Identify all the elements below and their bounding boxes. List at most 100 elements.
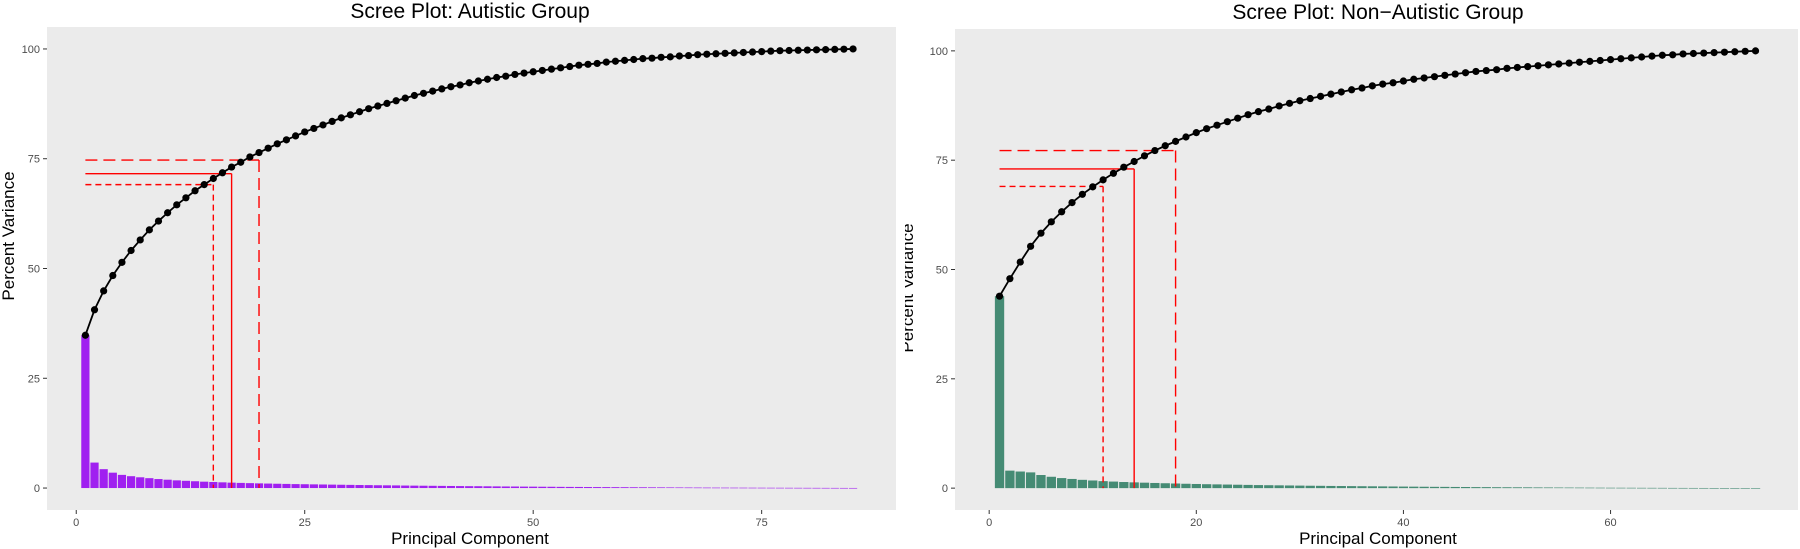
variance-bar	[465, 486, 474, 489]
cumulative-point	[127, 246, 135, 255]
cumulative-point	[1006, 275, 1014, 283]
cumulative-point	[282, 136, 291, 144]
cumulative-point	[1078, 190, 1086, 198]
variance-bar	[410, 485, 419, 489]
cumulative-point	[584, 60, 592, 68]
cumulative-point	[620, 56, 629, 64]
variance-bar	[1564, 487, 1574, 489]
cumulative-point	[90, 306, 99, 314]
y-tick-label: 50	[936, 265, 948, 277]
variance-bar	[794, 487, 803, 489]
scree-plot-non-autistic: Scree Plot: Non−Autistic Group Percent V…	[905, 1, 1798, 548]
cumulative-point	[1586, 57, 1594, 65]
variance-bar	[1523, 487, 1533, 489]
cumulative-point	[109, 271, 117, 280]
variance-bar	[1750, 488, 1761, 489]
variance-bar	[510, 486, 520, 489]
variance-bar	[200, 481, 209, 489]
variance-bar	[1605, 487, 1616, 489]
x-tick-label: 60	[1604, 517, 1616, 529]
variance-bar	[126, 476, 136, 489]
cumulative-point	[392, 97, 400, 105]
cumulative-point	[1099, 176, 1107, 184]
cumulative-point	[1140, 152, 1149, 160]
variance-bar	[684, 487, 693, 489]
cumulative-point	[1182, 133, 1190, 141]
variance-bar	[172, 480, 181, 489]
variance-bar	[181, 480, 191, 489]
variance-bar	[702, 487, 711, 489]
cumulative-point	[1234, 114, 1242, 122]
chart-title: Scree Plot: Non−Autistic Group	[1232, 1, 1523, 24]
cumulative-point	[1068, 198, 1076, 207]
cumulative-point	[1358, 84, 1366, 92]
variance-bar	[647, 487, 657, 489]
y-axis-label: Percent Variance	[0, 171, 18, 300]
variance-bar	[1491, 487, 1502, 489]
cumulative-point	[1710, 49, 1718, 57]
y-tick-label: 75	[936, 155, 948, 167]
variance-bar	[556, 486, 565, 489]
cumulative-point	[785, 46, 793, 55]
cumulative-point	[730, 49, 738, 57]
cumulative-point	[374, 102, 382, 110]
variance-bar	[1326, 485, 1336, 489]
variance-bar	[1730, 488, 1740, 489]
variance-bar	[638, 487, 647, 489]
cumulative-point	[1627, 54, 1635, 62]
cumulative-point	[1544, 61, 1553, 69]
cumulative-point	[365, 105, 373, 113]
variance-bar	[602, 487, 611, 489]
x-axis-label: Principal Component	[1299, 529, 1457, 548]
cumulative-point	[666, 53, 674, 61]
variance-bar	[1139, 482, 1150, 489]
cumulative-point	[255, 148, 263, 157]
variance-bar	[1636, 487, 1647, 489]
cumulative-point	[1441, 71, 1449, 79]
cumulative-point	[547, 65, 556, 73]
variance-bar	[328, 484, 337, 489]
cumulative-point	[1306, 94, 1314, 103]
y-tick-label: 50	[28, 264, 40, 276]
cumulative-point	[1555, 60, 1563, 68]
cumulative-point	[383, 99, 391, 108]
cumulative-point	[602, 58, 610, 66]
variance-bar	[1336, 486, 1346, 489]
x-tick-label: 40	[1397, 517, 1409, 529]
cumulative-point	[995, 292, 1004, 300]
x-tick-label: 25	[299, 517, 311, 529]
variance-bar	[1657, 487, 1667, 489]
variance-bar	[1346, 486, 1357, 489]
variance-bar	[830, 487, 839, 489]
variance-bar	[1212, 484, 1222, 489]
variance-bar	[629, 487, 638, 489]
cumulative-point	[1348, 86, 1356, 94]
cumulative-point	[1337, 88, 1345, 96]
variance-bar	[675, 487, 684, 489]
variance-bar	[1678, 487, 1688, 489]
variance-bar	[1233, 484, 1243, 489]
variance-bar	[739, 487, 748, 489]
cumulative-point	[831, 45, 839, 53]
variance-bar	[1502, 487, 1512, 489]
cumulative-point	[684, 51, 693, 60]
cumulative-point	[1524, 63, 1532, 71]
cumulative-point	[1658, 51, 1666, 59]
cumulative-point	[1254, 108, 1263, 116]
variance-bar	[1108, 481, 1119, 489]
variance-bar	[117, 474, 127, 489]
cumulative-point	[1410, 75, 1418, 83]
variance-bar	[337, 484, 346, 489]
cumulative-point	[246, 153, 254, 161]
variance-bar	[1067, 478, 1077, 489]
cumulative-point	[1451, 70, 1459, 78]
cumulative-point	[739, 48, 747, 57]
cumulative-point	[118, 258, 126, 266]
variance-bar	[1253, 485, 1264, 489]
variance-bar	[1057, 478, 1067, 489]
variance-bar	[1595, 487, 1605, 489]
cumulative-point	[1751, 47, 1760, 55]
variance-bar	[657, 487, 666, 489]
cumulative-point	[273, 140, 281, 148]
cumulative-point	[1648, 52, 1656, 60]
